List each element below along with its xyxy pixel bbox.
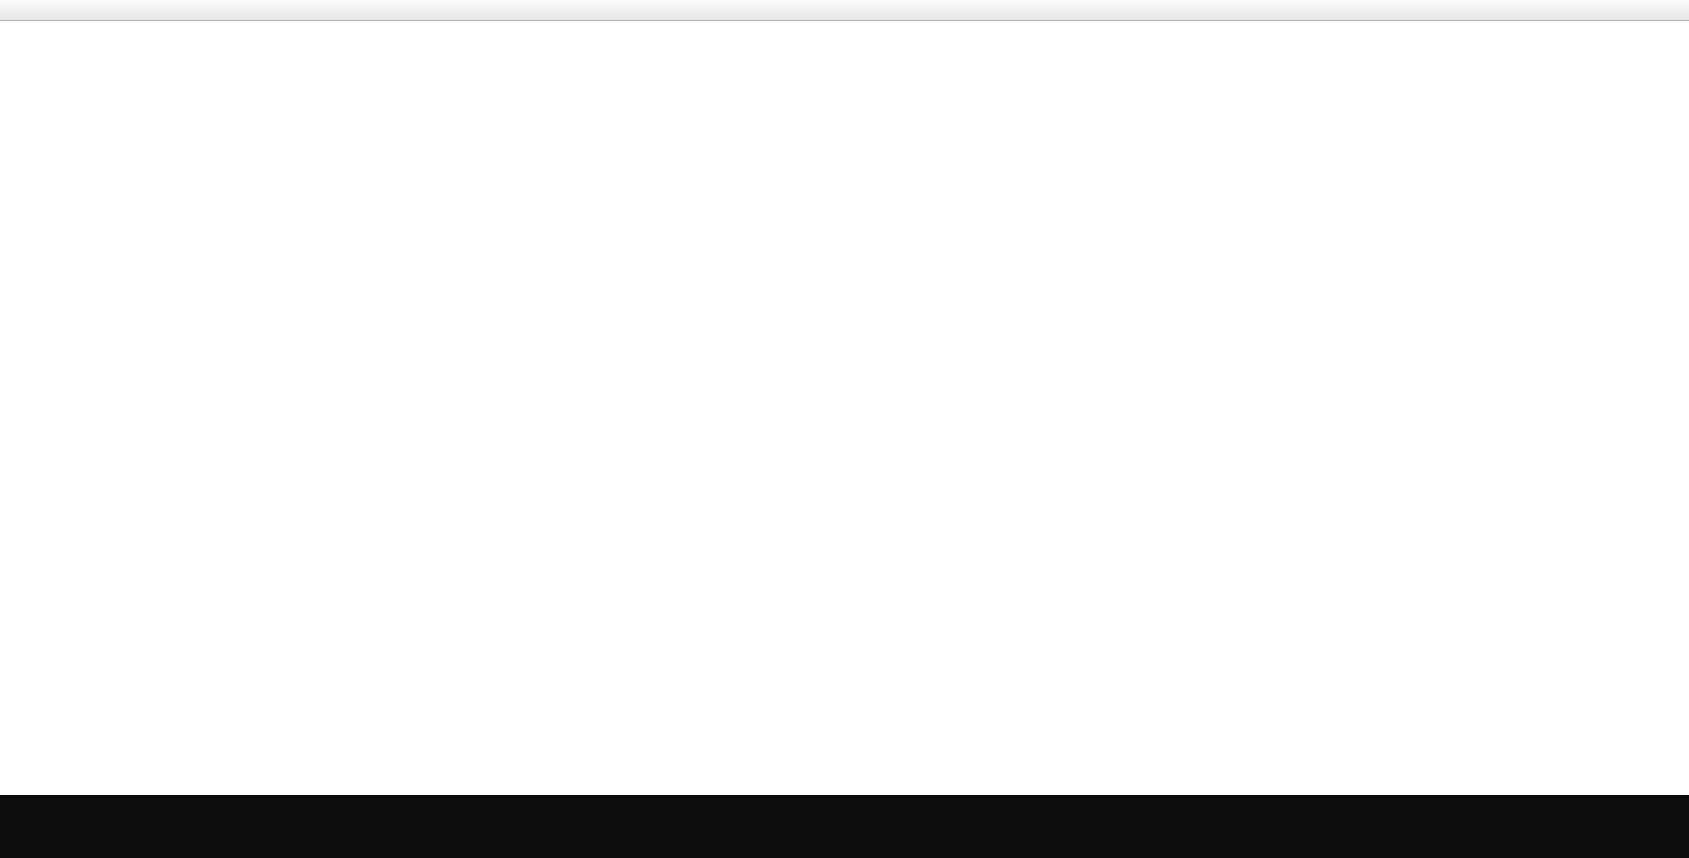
chart-canvas[interactable]: [0, 21, 1689, 795]
chart-window: [0, 21, 1689, 795]
main-toolbar: [0, 0, 1689, 21]
bottom-dark-strip: [0, 795, 1689, 858]
